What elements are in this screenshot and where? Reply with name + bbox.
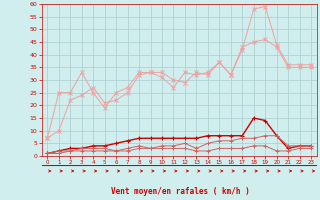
Text: Vent moyen/en rafales ( km/h ): Vent moyen/en rafales ( km/h ) [111, 187, 250, 196]
